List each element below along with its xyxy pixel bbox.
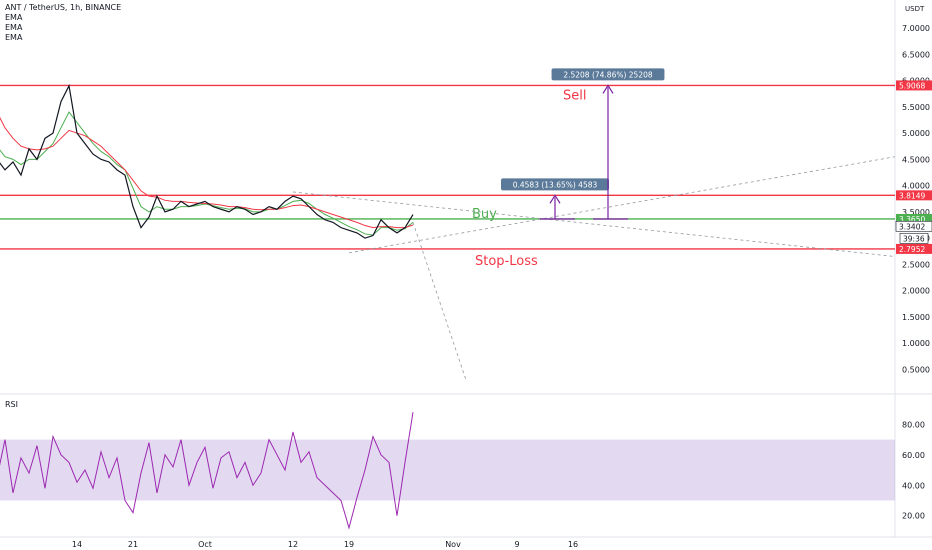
price-tick-label: 1.5000 [902, 313, 930, 322]
indicator-ema-2: EMA [5, 23, 23, 32]
price-tick-label: 7.0000 [902, 24, 930, 33]
stoploss-annotation: Stop-Loss [475, 254, 538, 269]
rsi-pane-label: RSI [5, 400, 18, 409]
price-tick-label: 1.0000 [902, 339, 930, 348]
time-tick-label: Oct [198, 540, 212, 549]
price-tick-label: 2.5000 [902, 260, 930, 269]
level-axis-badge [896, 80, 932, 91]
time-tick-label: 9 [514, 540, 519, 549]
countdown-badge [899, 232, 929, 244]
level-axis-badge [896, 243, 932, 254]
indicator-ema-1: EMA [5, 13, 23, 22]
last-price-badge [895, 220, 932, 232]
rsi-tick-label: 60.00 [902, 451, 925, 460]
indicator-ema-3: EMA [5, 33, 23, 42]
rsi-tick-label: 20.00 [902, 512, 925, 521]
price-tick-label: 4.0000 [902, 182, 930, 191]
price-tick-label: 2.0000 [902, 287, 930, 296]
last-price-label: 3.3402 [899, 222, 925, 231]
level-axis-badge [896, 190, 932, 201]
price-tick-label: 0.5000 [902, 365, 930, 374]
measure-label: 0.4583 (13.65%) 4583 [513, 180, 598, 189]
measure-arrow-head [549, 194, 561, 204]
price-tick-label: 6.5000 [902, 50, 930, 59]
price-tick-label: 3.5000 [902, 208, 930, 217]
level-axis-badge [896, 213, 932, 224]
time-tick-label: Nov [445, 540, 461, 549]
time-tick-label: 19 [344, 540, 354, 549]
symbol-title: ANT / TetherUS, 1h, BINANCE [5, 3, 122, 12]
rsi-tick-label: 80.00 [902, 420, 925, 429]
trend-line-up [348, 156, 896, 254]
time-tick-label: 14 [72, 540, 82, 549]
time-tick-label: 16 [568, 540, 578, 549]
sell-annotation: Sell [563, 88, 586, 103]
time-tick-label: 12 [288, 540, 298, 549]
measure-arrow-head [602, 84, 614, 94]
measure-label: 2.5208 (74.86%) 25208 [563, 70, 653, 79]
price-line [0, 83, 414, 239]
level-axis-label: 2.7952 [899, 245, 925, 254]
rsi-band [0, 439, 895, 501]
measure-label-box [501, 178, 609, 191]
rsi-line [0, 412, 414, 530]
countdown-label: 39:36 [903, 234, 925, 243]
rsi-tick-label: 40.00 [902, 481, 925, 490]
price-tick-label: 5.0000 [902, 129, 930, 138]
time-tick-label: 21 [128, 540, 138, 549]
projection-line [412, 222, 467, 381]
ema-line [0, 116, 414, 229]
ema-line [0, 111, 414, 236]
level-axis-label: 3.3650 [899, 215, 925, 224]
level-axis-label: 3.8149 [899, 191, 925, 200]
measure-label-box [551, 68, 665, 81]
price-tick-label: 5.5000 [902, 103, 930, 112]
buy-annotation: Buy [472, 207, 497, 222]
trend-line-down [292, 191, 896, 257]
price-tick-label: 4.5000 [902, 155, 930, 164]
level-axis-label: 5.9068 [899, 81, 925, 90]
currency-label: USDT [905, 5, 925, 13]
